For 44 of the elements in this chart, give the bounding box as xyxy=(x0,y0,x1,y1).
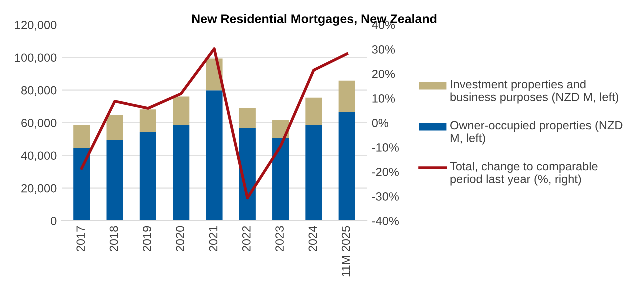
bar xyxy=(239,128,256,221)
x-tick-label: 2022 xyxy=(242,226,251,252)
y2-tick-label: 0% xyxy=(372,119,389,128)
x-tick-label: 2024 xyxy=(308,226,318,252)
bar xyxy=(306,98,322,125)
bar xyxy=(106,140,124,221)
bar xyxy=(173,124,190,221)
bar xyxy=(206,90,223,221)
y-tick-label: 20,000 xyxy=(22,184,57,194)
bar xyxy=(338,112,356,221)
legend-label: Investment properties and business purposes (NZD M, left) xyxy=(450,80,619,104)
legend-label: Total, change to comparable period last year (%, right) xyxy=(450,162,598,186)
x-tick-label: 2019 xyxy=(143,226,152,252)
y2-tick-label: -20% xyxy=(372,168,399,176)
y-tick-label: 80,000 xyxy=(22,86,57,96)
bar xyxy=(140,110,156,132)
x-tick-label: 2020 xyxy=(176,226,185,252)
bar xyxy=(74,124,90,148)
y2-tick-label: 20% xyxy=(372,70,396,78)
y-tick-label: 60,000 xyxy=(22,119,57,129)
x-tick-label: 2021 xyxy=(209,226,218,252)
bar xyxy=(272,138,290,221)
x-tick-label: 2018 xyxy=(110,226,118,252)
bar xyxy=(239,108,256,129)
y2-tick-label: 10% xyxy=(372,94,396,103)
y2-tick-label: -10% xyxy=(372,144,399,152)
y2-tick-label: -30% xyxy=(372,192,399,201)
bar xyxy=(140,132,156,221)
y-tick-label: 120,000 xyxy=(15,21,57,31)
x-tick-label: 2023 xyxy=(276,226,284,252)
x-tick-label: 11M 2025 xyxy=(342,226,350,277)
y-tick-label: 40,000 xyxy=(21,152,57,162)
bar xyxy=(106,115,124,140)
y-tick-label: 0 xyxy=(51,217,57,226)
y-tick-label: 100,000 xyxy=(15,54,57,64)
line-series xyxy=(80,48,348,200)
legend-label: Owner-occupied properties (NZD M, left) xyxy=(450,121,623,145)
y2-tick-label: -40% xyxy=(372,217,399,226)
bar xyxy=(173,96,190,125)
y2-tick-label: 30% xyxy=(372,46,396,54)
x-tick-label: 2017 xyxy=(76,226,86,252)
bar xyxy=(74,148,90,221)
bar xyxy=(306,124,322,221)
bar xyxy=(338,80,356,112)
